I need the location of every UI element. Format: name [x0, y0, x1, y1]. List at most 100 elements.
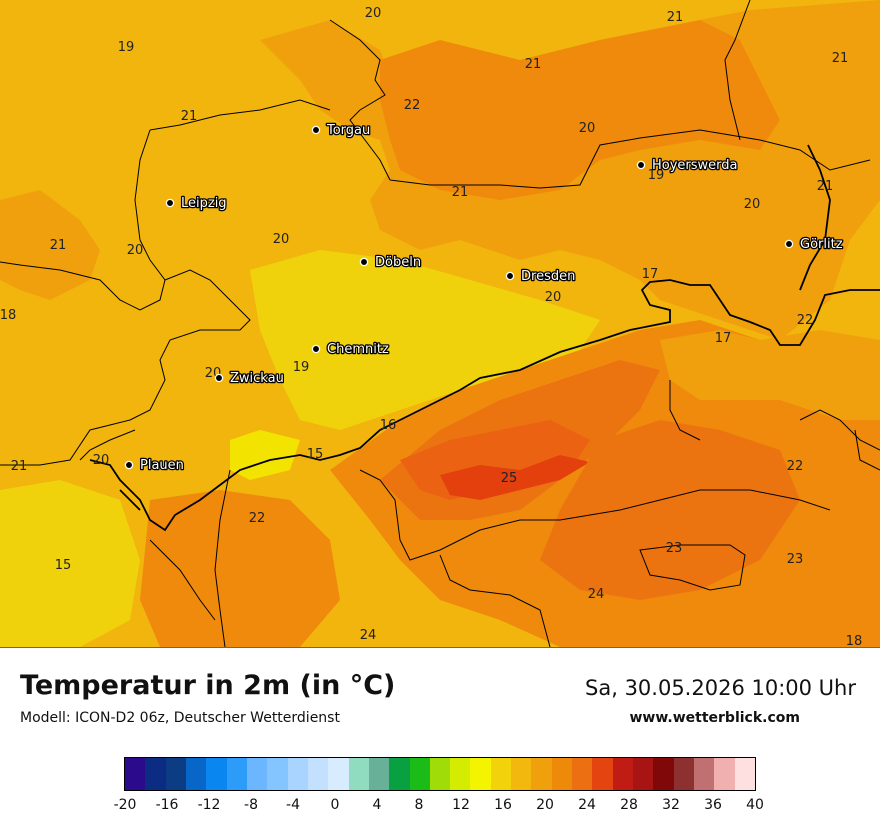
legend-swatch	[470, 758, 492, 790]
city-dot-icon	[311, 344, 321, 354]
city-chemnitz[interactable]: Chemnitz	[311, 341, 390, 358]
legend-swatch	[450, 758, 472, 790]
legend-swatch	[694, 758, 716, 790]
city-dot-icon	[311, 125, 321, 135]
city-markers: Torgau Leipzig Hoyerswerda Döbeln Dresden Gör…	[124, 122, 844, 474]
legend-swatch	[287, 758, 309, 790]
temperature-label: 21	[525, 57, 542, 72]
city-dot-icon	[359, 257, 369, 267]
temperature-label: 20	[273, 232, 290, 247]
legend-swatch	[673, 758, 695, 790]
region-22-east	[660, 330, 880, 420]
temperature-label: 22	[787, 459, 804, 474]
legend-tick-label: 8	[414, 797, 424, 813]
city-label: Hoyerswerda	[652, 158, 738, 173]
temperature-label: 15	[307, 447, 324, 462]
legend-tick-label: -16	[155, 797, 179, 813]
region-23-east	[540, 420, 800, 600]
region-22-southwest	[140, 490, 340, 647]
temperature-label: 22	[249, 511, 266, 526]
city-torgau[interactable]: Torgau	[311, 122, 372, 139]
region-15-southwest	[0, 480, 140, 647]
legend-swatch	[409, 758, 431, 790]
legend-swatch	[714, 758, 736, 790]
legend-swatch	[429, 758, 451, 790]
legend-swatch	[592, 758, 614, 790]
legend-swatch	[307, 758, 329, 790]
legend-swatch	[206, 758, 228, 790]
city-hoyerswerda[interactable]: Hoyerswerda	[636, 157, 739, 174]
temperature-label: 20	[127, 243, 144, 258]
city-leipzig[interactable]: Leipzig	[165, 195, 228, 212]
legend-swatch	[572, 758, 594, 790]
city-label: Torgau	[326, 123, 370, 138]
city-dot-icon	[214, 373, 224, 383]
temperature-label: 21	[181, 109, 198, 124]
legend-tick-label: -12	[197, 797, 221, 813]
temperature-label: 16	[380, 418, 397, 433]
city-dot-icon	[165, 198, 175, 208]
temperature-label: 23	[787, 552, 804, 567]
legend-swatch	[734, 758, 756, 790]
city-dot-icon	[784, 239, 794, 249]
city-dot-icon	[505, 271, 515, 281]
legend-swatch	[348, 758, 370, 790]
city-görlitz[interactable]: Görlitz	[784, 236, 844, 253]
temperature-label: 23	[666, 541, 683, 556]
temperature-label: 21	[452, 185, 469, 200]
legend-tick-label: 32	[662, 797, 680, 813]
national-border-west	[119, 489, 141, 511]
city-dot-icon	[636, 160, 646, 170]
website-link[interactable]: www.wetterblick.com	[629, 710, 801, 726]
admin-borders	[0, 0, 880, 647]
temperature-label: 25	[501, 471, 518, 486]
legend-tick-label: 12	[452, 797, 470, 813]
temperature-label: 19	[293, 360, 310, 375]
city-döbeln[interactable]: Döbeln	[359, 254, 422, 271]
temperature-label: 18	[0, 308, 16, 323]
temperature-label: 15	[55, 558, 72, 573]
legend-tick-label: -8	[244, 797, 258, 813]
temperature-label: 21	[11, 459, 28, 474]
city-dresden[interactable]: Dresden	[505, 268, 577, 285]
legend-tick-label: -20	[113, 797, 137, 813]
temperature-label: 17	[715, 331, 732, 346]
map-canvas: 20 21 19 21 21 22 20 21 21 19 21 20 21 20 20 17 18 20 22 17…	[0, 0, 880, 647]
forecast-datetime: Sa, 30.05.2026 10:00 Uhr	[585, 676, 856, 700]
city-label: Görlitz	[800, 237, 843, 252]
temperature-label: 19	[118, 40, 135, 55]
region-21-west	[0, 190, 100, 300]
legend-tick-label: 40	[746, 797, 764, 813]
legend-tick-label: 4	[372, 797, 382, 813]
temperature-map[interactable]: 20 21 19 21 21 22 20 21 21 19 21 20 21 20 20 17 18 20 22 17…	[0, 0, 880, 648]
legend-swatch	[125, 758, 146, 790]
city-label: Döbeln	[375, 255, 421, 270]
legend-swatch	[612, 758, 634, 790]
region-18-central	[250, 250, 600, 430]
legend-swatch	[633, 758, 655, 790]
temperature-label: 24	[360, 628, 377, 643]
legend-tick-label: -4	[286, 797, 300, 813]
city-label: Chemnitz	[327, 342, 389, 357]
temperature-label: 20	[579, 121, 596, 136]
temperature-label: 19	[648, 168, 665, 183]
legend-tick-label: 20	[536, 797, 554, 813]
region-25	[440, 455, 590, 500]
city-dot-icon	[124, 460, 134, 470]
city-label: Plauen	[140, 458, 184, 473]
temperature-label: 22	[797, 313, 814, 328]
city-plauen[interactable]: Plauen	[124, 457, 185, 474]
legend-swatch	[490, 758, 512, 790]
city-zwickau[interactable]: Zwickau	[214, 370, 285, 387]
legend-tick-label: 16	[494, 797, 512, 813]
temperature-label: 22	[404, 98, 421, 113]
region-22-north	[380, 20, 780, 200]
national-border-east	[799, 144, 831, 291]
legend-swatch	[226, 758, 248, 790]
legend-swatch	[185, 758, 207, 790]
legend-swatch	[267, 758, 289, 790]
legend-tick-label: 0	[330, 797, 340, 813]
temperature-label: 20	[744, 197, 761, 212]
temperature-label: 20	[365, 6, 382, 21]
legend-swatch	[145, 758, 167, 790]
